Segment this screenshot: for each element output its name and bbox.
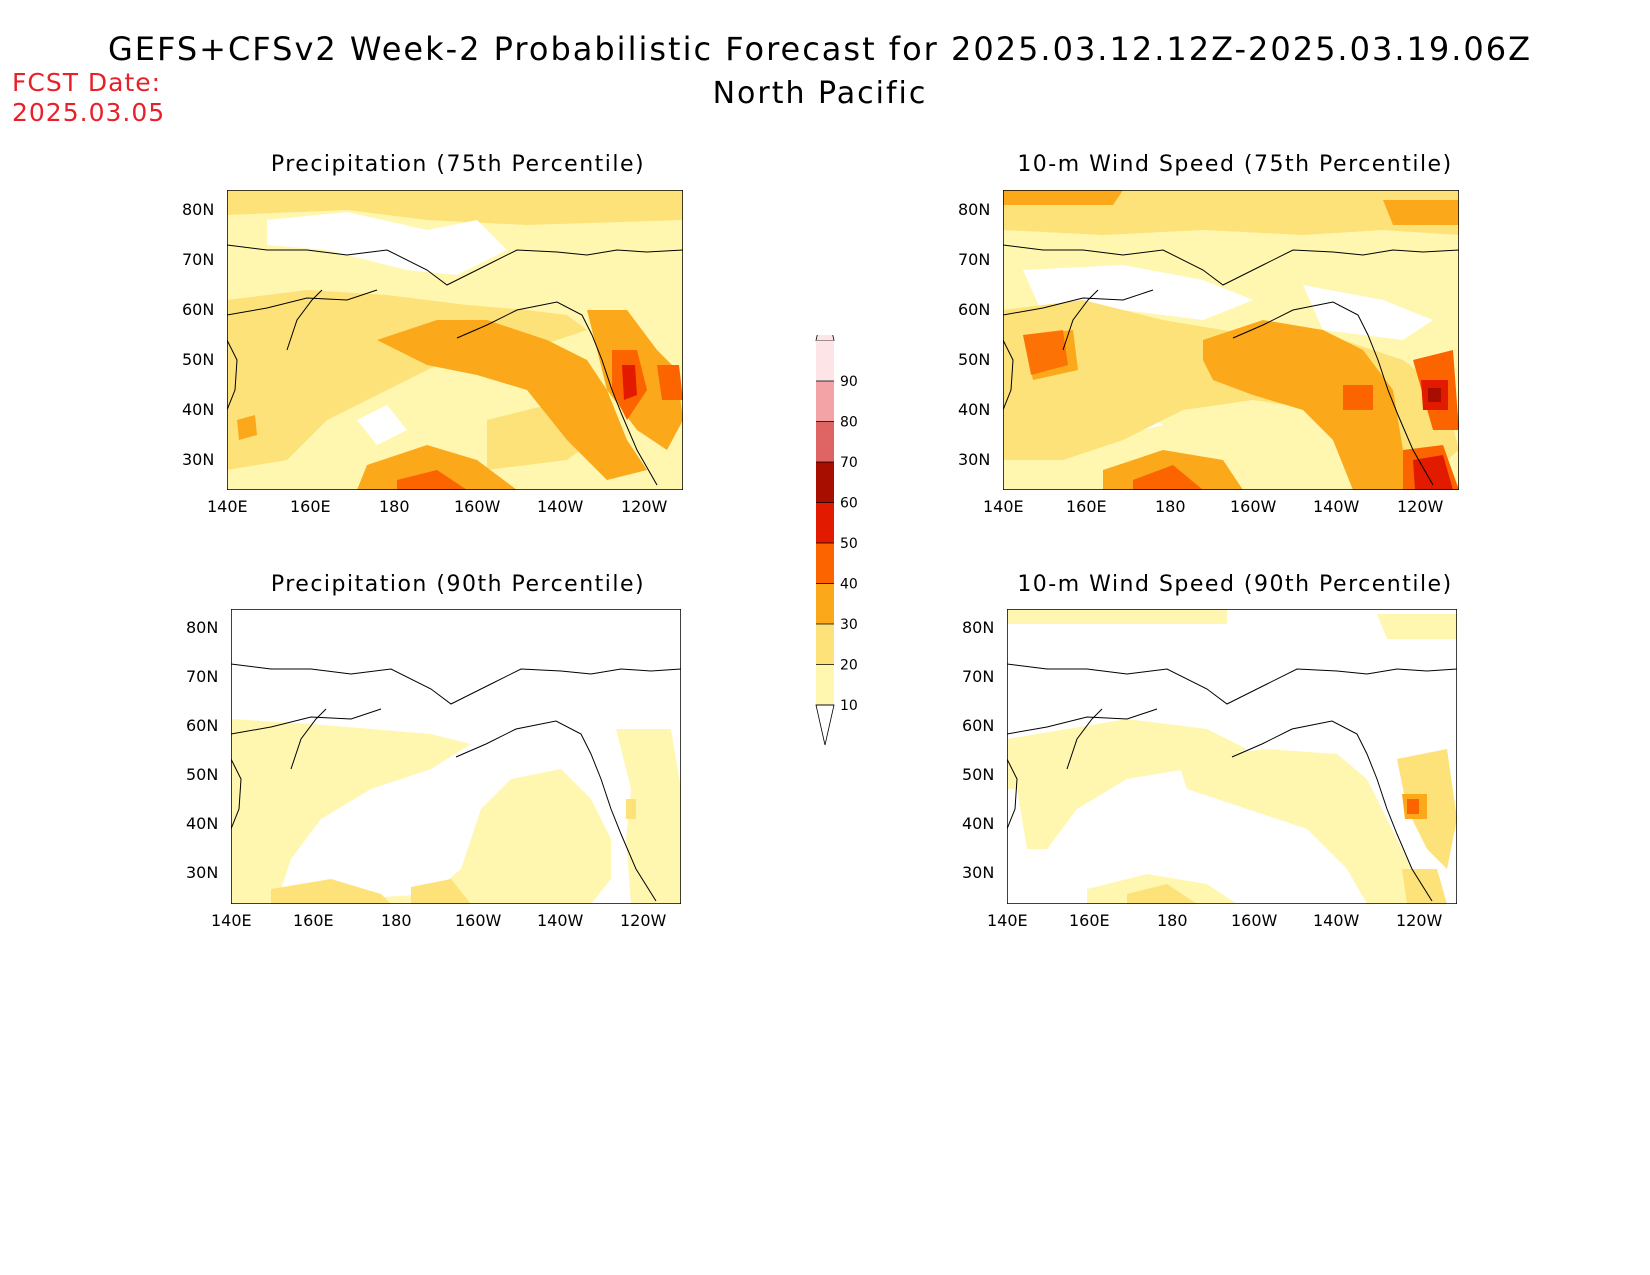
colorbar-label: 80 bbox=[840, 415, 858, 431]
lat-label: 80N bbox=[958, 200, 991, 219]
lon-label: 140W bbox=[537, 911, 584, 930]
lon-label: 140E bbox=[207, 497, 248, 516]
lon-label: 120W bbox=[1396, 911, 1443, 930]
lat-label: 30N bbox=[182, 450, 215, 469]
colorbar-label: 30 bbox=[840, 617, 858, 633]
lat-label: 70N bbox=[962, 667, 995, 686]
lon-label: 180 bbox=[1157, 911, 1188, 930]
lon-label: 160W bbox=[1230, 497, 1277, 516]
colorbar-segment bbox=[816, 462, 834, 503]
map-precip-75 bbox=[227, 190, 683, 490]
lon-label: 120W bbox=[620, 911, 667, 930]
colorbar-bottom-cap bbox=[815, 704, 835, 746]
lon-label: 160E bbox=[1069, 911, 1110, 930]
panel-title-precip-90: Precipitation (90th Percentile) bbox=[270, 572, 646, 597]
colorbar-label: 20 bbox=[840, 658, 858, 674]
lon-label: 160W bbox=[1231, 911, 1278, 930]
colorbar-label: 60 bbox=[840, 496, 858, 512]
lon-label: 140E bbox=[211, 911, 252, 930]
lat-label: 70N bbox=[186, 667, 219, 686]
lon-label: 160E bbox=[293, 911, 334, 930]
lat-label: 70N bbox=[958, 250, 991, 269]
main-title: GEFS+CFSv2 Week-2 Probabilistic Forecast… bbox=[107, 30, 1533, 68]
colorbar-top-cap bbox=[815, 335, 835, 341]
colorbar-segment bbox=[816, 502, 834, 543]
map-precip-90 bbox=[231, 609, 681, 904]
colorbar-label: 40 bbox=[840, 577, 858, 593]
colorbar-segment bbox=[816, 583, 834, 624]
lat-label: 40N bbox=[958, 400, 991, 419]
lat-label: 80N bbox=[186, 618, 219, 637]
lat-label: 60N bbox=[962, 716, 995, 735]
forecast-date-label: FCST Date: bbox=[12, 68, 162, 97]
lon-label: 160W bbox=[455, 911, 502, 930]
lon-label: 180 bbox=[379, 497, 410, 516]
lat-label: 30N bbox=[958, 450, 991, 469]
lat-label: 80N bbox=[182, 200, 215, 219]
lat-label: 30N bbox=[186, 863, 219, 882]
lon-label: 180 bbox=[381, 911, 412, 930]
lat-label: 50N bbox=[962, 765, 995, 784]
lat-label: 50N bbox=[958, 350, 991, 369]
colorbar-segment bbox=[816, 664, 834, 705]
lat-label: 50N bbox=[186, 765, 219, 784]
lon-label: 120W bbox=[1397, 497, 1444, 516]
lon-label: 160E bbox=[290, 497, 331, 516]
colorbar-segment bbox=[816, 624, 834, 665]
lon-label: 140E bbox=[987, 911, 1028, 930]
lon-label: 140W bbox=[1313, 497, 1360, 516]
colorbar-label: 10 bbox=[840, 698, 858, 714]
lat-label: 30N bbox=[962, 863, 995, 882]
panel-title-precip-75: Precipitation (75th Percentile) bbox=[270, 152, 646, 177]
map-wind-75 bbox=[1003, 190, 1459, 490]
lat-label: 70N bbox=[182, 250, 215, 269]
region-subtitle: North Pacific bbox=[712, 76, 928, 111]
lon-label: 140W bbox=[1313, 911, 1360, 930]
colorbar-segment bbox=[816, 381, 834, 422]
lat-label: 60N bbox=[182, 300, 215, 319]
lat-label: 40N bbox=[186, 814, 219, 833]
lat-label: 40N bbox=[962, 814, 995, 833]
colorbar-label: 90 bbox=[840, 374, 858, 390]
lat-label: 60N bbox=[958, 300, 991, 319]
colorbar-segment bbox=[816, 421, 834, 462]
panel-title-wind-90: 10-m Wind Speed (90th Percentile) bbox=[1017, 572, 1453, 597]
lat-label: 80N bbox=[962, 618, 995, 637]
lon-label: 140W bbox=[537, 497, 584, 516]
colorbar-label: 70 bbox=[840, 455, 858, 471]
lat-label: 40N bbox=[182, 400, 215, 419]
colorbar-segment bbox=[816, 340, 834, 381]
forecast-date-value: 2025.03.05 bbox=[12, 98, 166, 127]
lat-label: 50N bbox=[182, 350, 215, 369]
colorbar-segment bbox=[816, 543, 834, 584]
lon-label: 140E bbox=[983, 497, 1024, 516]
lon-label: 120W bbox=[621, 497, 668, 516]
lon-label: 160W bbox=[454, 497, 501, 516]
lat-label: 60N bbox=[186, 716, 219, 735]
colorbar-label: 50 bbox=[840, 536, 858, 552]
lon-label: 180 bbox=[1155, 497, 1186, 516]
lon-label: 160E bbox=[1066, 497, 1107, 516]
panel-title-wind-75: 10-m Wind Speed (75th Percentile) bbox=[1017, 152, 1453, 177]
map-wind-90 bbox=[1007, 609, 1457, 904]
colorbar: 10 20 30 40 50 60 70 80 90 bbox=[815, 335, 858, 746]
